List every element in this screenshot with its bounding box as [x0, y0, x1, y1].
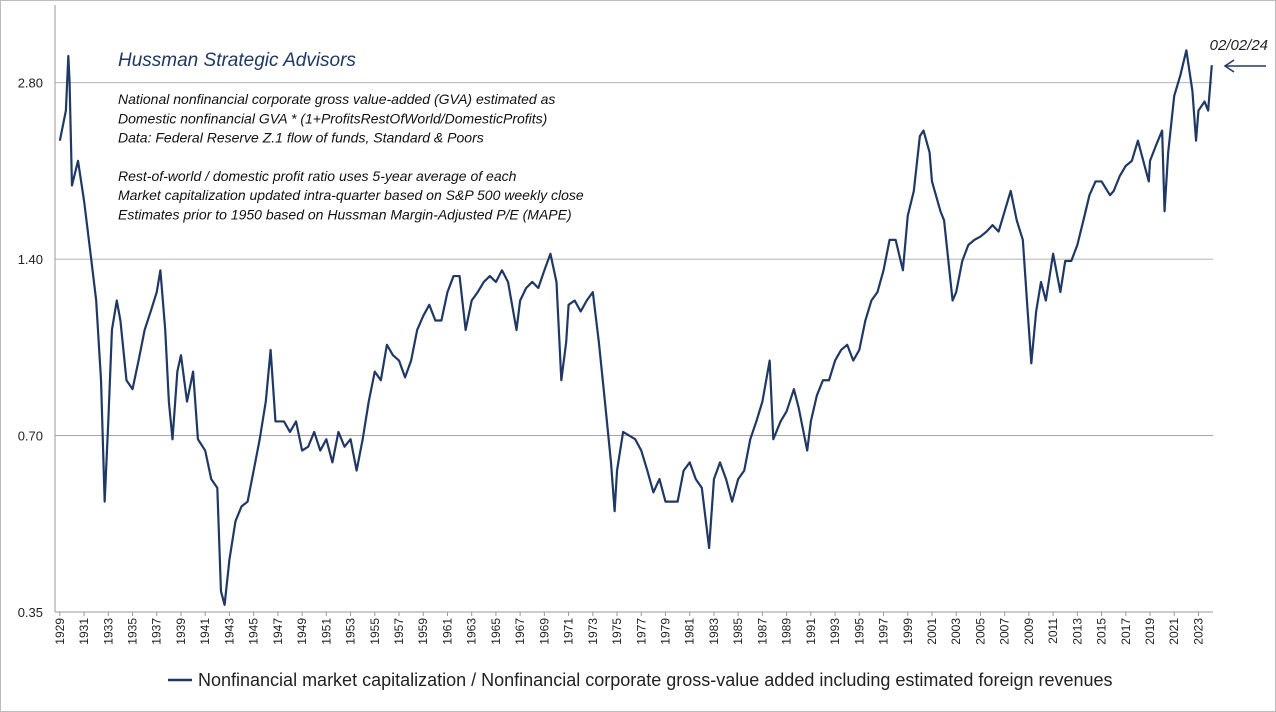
x-tick-label: 1929 — [53, 618, 67, 645]
y-tick-label: 1.40 — [18, 252, 43, 267]
x-tick-label: 2005 — [973, 618, 987, 645]
x-tick-label: 1981 — [683, 618, 697, 645]
y-tick-label: 0.35 — [18, 605, 43, 620]
x-tick-label: 1951 — [319, 618, 333, 645]
x-tick-label: 1945 — [247, 618, 261, 645]
x-tick-label: 2001 — [925, 618, 939, 645]
end-label: 02/02/24 — [1210, 37, 1268, 54]
x-tick-label: 1975 — [610, 618, 624, 645]
x-tick-label: 2007 — [998, 618, 1012, 645]
x-tick-label: 1949 — [295, 618, 309, 645]
x-tick-label: 1937 — [150, 618, 164, 645]
note-line: Domestic nonfinancial GVA * (1+ProfitsRe… — [118, 110, 547, 126]
x-tick-label: 1985 — [731, 618, 745, 645]
x-tick-label: 2009 — [1022, 618, 1036, 645]
chart-title: Hussman Strategic Advisors — [118, 50, 356, 71]
x-tick-label: 1991 — [804, 618, 818, 645]
x-tick-label: 1973 — [586, 618, 600, 645]
y-tick-label: 2.80 — [18, 76, 43, 91]
x-tick-label: 2015 — [1095, 618, 1109, 645]
x-tick-label: 1977 — [634, 618, 648, 645]
x-tick-label: 1971 — [562, 618, 576, 645]
x-tick-label: 1989 — [780, 618, 794, 645]
x-tick-label: 1995 — [852, 618, 866, 645]
x-tick-label: 1955 — [368, 618, 382, 645]
x-tick-label: 1993 — [828, 618, 842, 645]
x-tick-label: 1983 — [707, 618, 721, 645]
x-tick-label: 1959 — [416, 618, 430, 645]
note-line: Data: Federal Reserve Z.1 flow of funds,… — [118, 130, 484, 146]
x-tick-label: 1941 — [198, 618, 212, 645]
legend-label: Nonfinancial market capitalization / Non… — [198, 670, 1113, 690]
x-tick-label: 2023 — [1191, 618, 1205, 645]
x-tick-label: 1961 — [440, 618, 454, 645]
x-tick-label: 1931 — [77, 618, 91, 645]
x-tick-label: 1965 — [489, 618, 503, 645]
note-line: Rest-of-world / domestic profit ratio us… — [118, 168, 517, 184]
x-tick-label: 1939 — [174, 618, 188, 645]
x-tick-label: 1979 — [658, 618, 672, 645]
x-tick-label: 1963 — [465, 618, 479, 645]
y-tick-label: 0.70 — [18, 429, 43, 444]
x-tick-label: 2019 — [1143, 618, 1157, 645]
x-tick-label: 2017 — [1119, 618, 1133, 645]
x-tick-label: 1943 — [222, 618, 236, 645]
x-tick-label: 1935 — [126, 618, 140, 645]
x-tick-label: 1967 — [513, 618, 527, 645]
x-tick-label: 1957 — [392, 618, 406, 645]
plot-area: 0.35 0.70 1.40 2.80 1929 1931 1933 1935 1937 1939… — [18, 5, 1213, 645]
series-line — [58, 49, 1213, 606]
note-line: National nonfinancial corporate gross va… — [118, 91, 555, 107]
x-tick-label: 2003 — [949, 618, 963, 645]
x-tick-label: 1953 — [344, 618, 358, 645]
x-tick-label: 1947 — [271, 618, 285, 645]
x-tick-label: 1997 — [877, 618, 891, 645]
x-tick-label: 1969 — [537, 618, 551, 645]
x-tick-label: 2013 — [1070, 618, 1084, 645]
end-arrow — [1223, 59, 1266, 73]
x-tick-label: 1987 — [755, 618, 769, 645]
x-tick-label: 2021 — [1167, 618, 1181, 645]
note-line: Estimates prior to 1950 based on Hussman… — [118, 207, 572, 223]
x-tick-label: 2011 — [1046, 618, 1060, 644]
x-tick-label: 1933 — [101, 618, 115, 645]
note-line: Market capitalization updated intra-quar… — [118, 187, 584, 203]
x-tick-label: 1999 — [901, 618, 915, 645]
